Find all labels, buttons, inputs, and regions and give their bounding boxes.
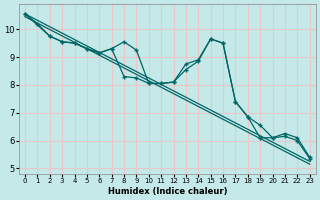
X-axis label: Humidex (Indice chaleur): Humidex (Indice chaleur) (108, 187, 227, 196)
